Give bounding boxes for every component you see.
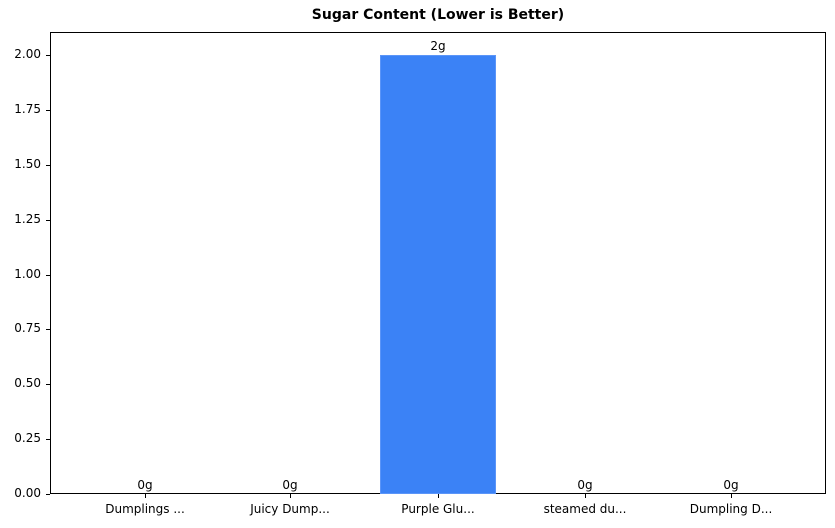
y-tick-label: 0.75 <box>14 321 41 336</box>
x-tick-label: Dumpling D... <box>689 502 773 516</box>
y-tick-label: 1.75 <box>14 101 41 116</box>
x-tick-mark <box>438 494 439 498</box>
bar-value-label: 0g <box>723 478 739 492</box>
y-tick-label: 1.00 <box>14 266 41 281</box>
y-tick-mark <box>46 164 50 166</box>
y-tick-mark <box>46 439 50 441</box>
y-tick-label: 0.50 <box>14 376 41 391</box>
x-tick-mark <box>145 494 146 498</box>
y-tick-mark <box>46 55 50 56</box>
y-tick-mark <box>46 109 50 111</box>
x-tick-mark <box>290 494 291 498</box>
x-tick-label: Dumplings ... <box>105 502 185 516</box>
x-tick-mark <box>731 494 732 498</box>
x-tick-label: Juicy Dump... <box>250 502 330 516</box>
bar-value-label: 2g <box>430 39 446 53</box>
bar-value-label: 0g <box>282 478 298 492</box>
x-tick-mark <box>585 494 586 498</box>
x-tick-label: steamed du... <box>543 502 627 516</box>
bar-value-label: 0g <box>577 478 593 492</box>
y-tick-label: 2.00 <box>14 47 41 61</box>
y-tick-mark <box>46 274 50 276</box>
y-tick-label: 1.50 <box>14 156 41 171</box>
y-tick-label: 1.25 <box>14 211 41 226</box>
chart-title: Sugar Content (Lower is Better) <box>311 7 565 23</box>
bar-value-label: 0g <box>137 478 153 492</box>
y-tick-mark <box>46 219 50 221</box>
x-tick-label: Purple Glu... <box>401 502 475 516</box>
bar <box>380 55 496 494</box>
y-tick-mark <box>46 494 50 495</box>
y-tick-mark <box>46 329 50 331</box>
y-tick-mark <box>46 384 50 386</box>
y-tick-label: 0.00 <box>14 486 41 500</box>
y-tick-label: 0.25 <box>14 431 41 446</box>
